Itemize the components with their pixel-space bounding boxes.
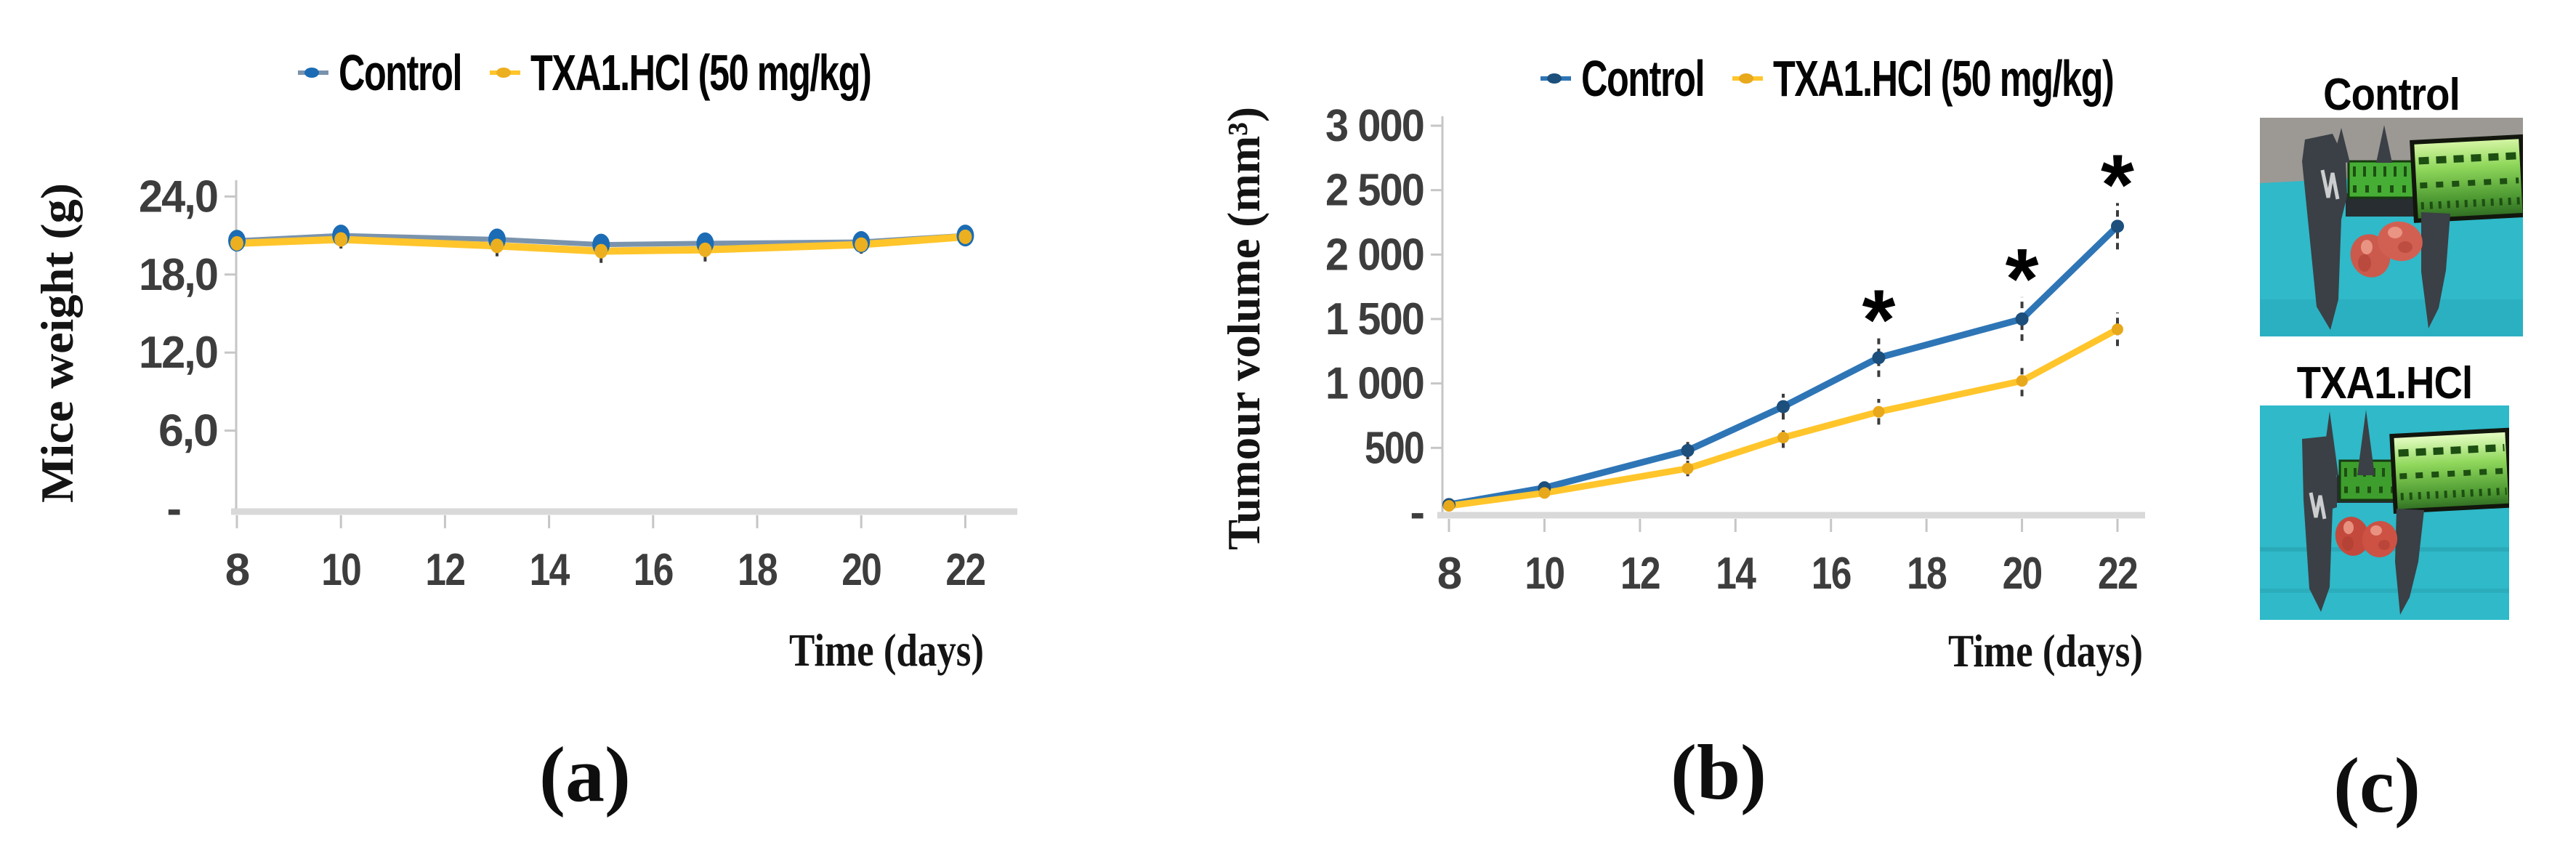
tumor-masses	[2350, 221, 2423, 278]
legend-label-control: Control	[339, 44, 463, 101]
y-tick-label: 1 000	[1325, 359, 1424, 409]
photo-txa1-title: TXA1.HCl	[2296, 358, 2473, 408]
significance-asterisk: *	[1862, 272, 1895, 368]
data-point	[1681, 462, 1694, 475]
data-point	[1776, 400, 1790, 413]
data-point	[855, 237, 868, 252]
panel-b-label: (b)	[1671, 730, 1767, 816]
data-point	[1873, 405, 1885, 418]
y-tick-label: 1 500	[1325, 294, 1424, 344]
chart-a-mice-weight: 8 10 12 14 16 18 20 22 - 6,0 12,0 18,0 24,0 Mice weig…	[31, 171, 1017, 676]
y-axis-title: Tumour volume (mm³)	[1218, 107, 1269, 550]
txa1-series-marker-icon	[1732, 73, 1763, 84]
control-series-marker-icon	[1541, 73, 1571, 84]
legend-item-control: Control	[296, 44, 467, 102]
tumor-masses	[2335, 517, 2398, 557]
caliper-right-jaw	[2421, 212, 2450, 328]
data-point	[2015, 312, 2029, 326]
chart-b-tumour-volume: 8 10 12 14 16 18 20 22 - 500 1 000 1 500 2 000 2 500 3…	[1218, 101, 2145, 677]
caliper-brand-mark	[2320, 169, 2340, 200]
control-series-marker-icon	[298, 68, 328, 78]
photo-control-tumours	[2260, 118, 2523, 336]
data-point	[1872, 351, 1886, 365]
caliper-illustration	[2302, 410, 2509, 615]
data-point	[334, 232, 348, 247]
y-tick-label: 24,0	[139, 171, 217, 222]
data-point	[698, 242, 712, 257]
legend-item-txa1: TXA1.HCl (50 mg/kg)	[488, 44, 872, 102]
x-tick-label: 16	[1812, 549, 1851, 599]
y-axis-title: Mice weight (g)	[31, 183, 83, 503]
data-point	[594, 243, 608, 259]
legend-item-control: Control	[1539, 49, 1709, 108]
x-tick-label: 20	[841, 545, 881, 595]
y-tick-label: 12,0	[139, 328, 217, 378]
data-point	[2111, 323, 2123, 336]
y-tick-label: 18,0	[139, 250, 217, 300]
txa1-series-marker-icon	[490, 68, 520, 78]
legend-label-txa1: TXA1.HCl (50 mg/kg)	[530, 44, 872, 101]
data-point	[1538, 487, 1551, 499]
chart-b-legend: Control TXA1.HCl (50 mg/kg)	[1539, 49, 2115, 108]
y-tick-label: 6,0	[158, 406, 217, 456]
data-point	[1681, 443, 1695, 457]
caliper-left-jaw	[2302, 436, 2337, 612]
x-tick-label: 18	[1907, 549, 1946, 599]
x-tick-label: 14	[1716, 549, 1756, 599]
x-tick-label: 18	[738, 545, 777, 595]
data-point	[2110, 219, 2124, 233]
y-tick-label: 2 500	[1325, 166, 1424, 216]
legend-label-control: Control	[1581, 50, 1705, 107]
control-photo-illustration	[2260, 118, 2523, 336]
caliper-vernier	[2389, 427, 2509, 514]
x-tick-label: 10	[321, 545, 360, 595]
txa1-photo-illustration	[2260, 405, 2509, 620]
x-tick-label: 12	[425, 545, 464, 595]
x-tick-label: 8	[225, 545, 249, 595]
x-tick-label: 20	[2003, 549, 2042, 599]
x-tick-label: 22	[945, 545, 985, 595]
x-axis-title: Time (days)	[789, 624, 984, 676]
data-point	[958, 229, 972, 244]
caliper-illustration	[2302, 125, 2523, 330]
caliper-vernier	[2410, 134, 2523, 223]
x-axis-title: Time (days)	[1948, 625, 2143, 677]
y-tick-label: -	[1410, 488, 1424, 538]
y-tick-label: -	[166, 484, 180, 534]
significance-asterisk: *	[2006, 231, 2039, 327]
x-tick-label: 14	[530, 545, 570, 595]
x-tick-label: 10	[1525, 549, 1564, 599]
x-tick-label: 12	[1620, 549, 1660, 599]
caliper-brand-mark	[2309, 492, 2327, 520]
significance-asterisk: *	[2101, 137, 2134, 233]
photo-control-title: Control	[2323, 70, 2460, 120]
y-tick-label: 500	[1365, 423, 1424, 473]
x-tick-label: 8	[1437, 549, 1461, 599]
y-tick-label: 2 000	[1325, 230, 1424, 280]
data-point	[1443, 500, 1455, 512]
panel-a-label: (a)	[539, 732, 631, 818]
data-point	[2016, 375, 2028, 387]
legend-label-txa1: TXA1.HCl (50 mg/kg)	[1773, 50, 2115, 107]
panel-c-label: (c)	[2333, 743, 2420, 829]
x-tick-label: 16	[634, 545, 673, 595]
data-point	[230, 235, 243, 251]
photo-txa1-tumours	[2260, 405, 2509, 620]
data-point	[1777, 432, 1789, 444]
legend-item-txa1: TXA1.HCl (50 mg/kg)	[1731, 49, 2115, 108]
data-point	[490, 238, 504, 254]
caliper-right-jaw	[2395, 509, 2424, 615]
x-tick-label: 22	[2098, 549, 2137, 599]
y-tick-label: 3 000	[1325, 101, 1424, 151]
chart-a-legend: Control TXA1.HCl (50 mg/kg)	[296, 44, 872, 102]
